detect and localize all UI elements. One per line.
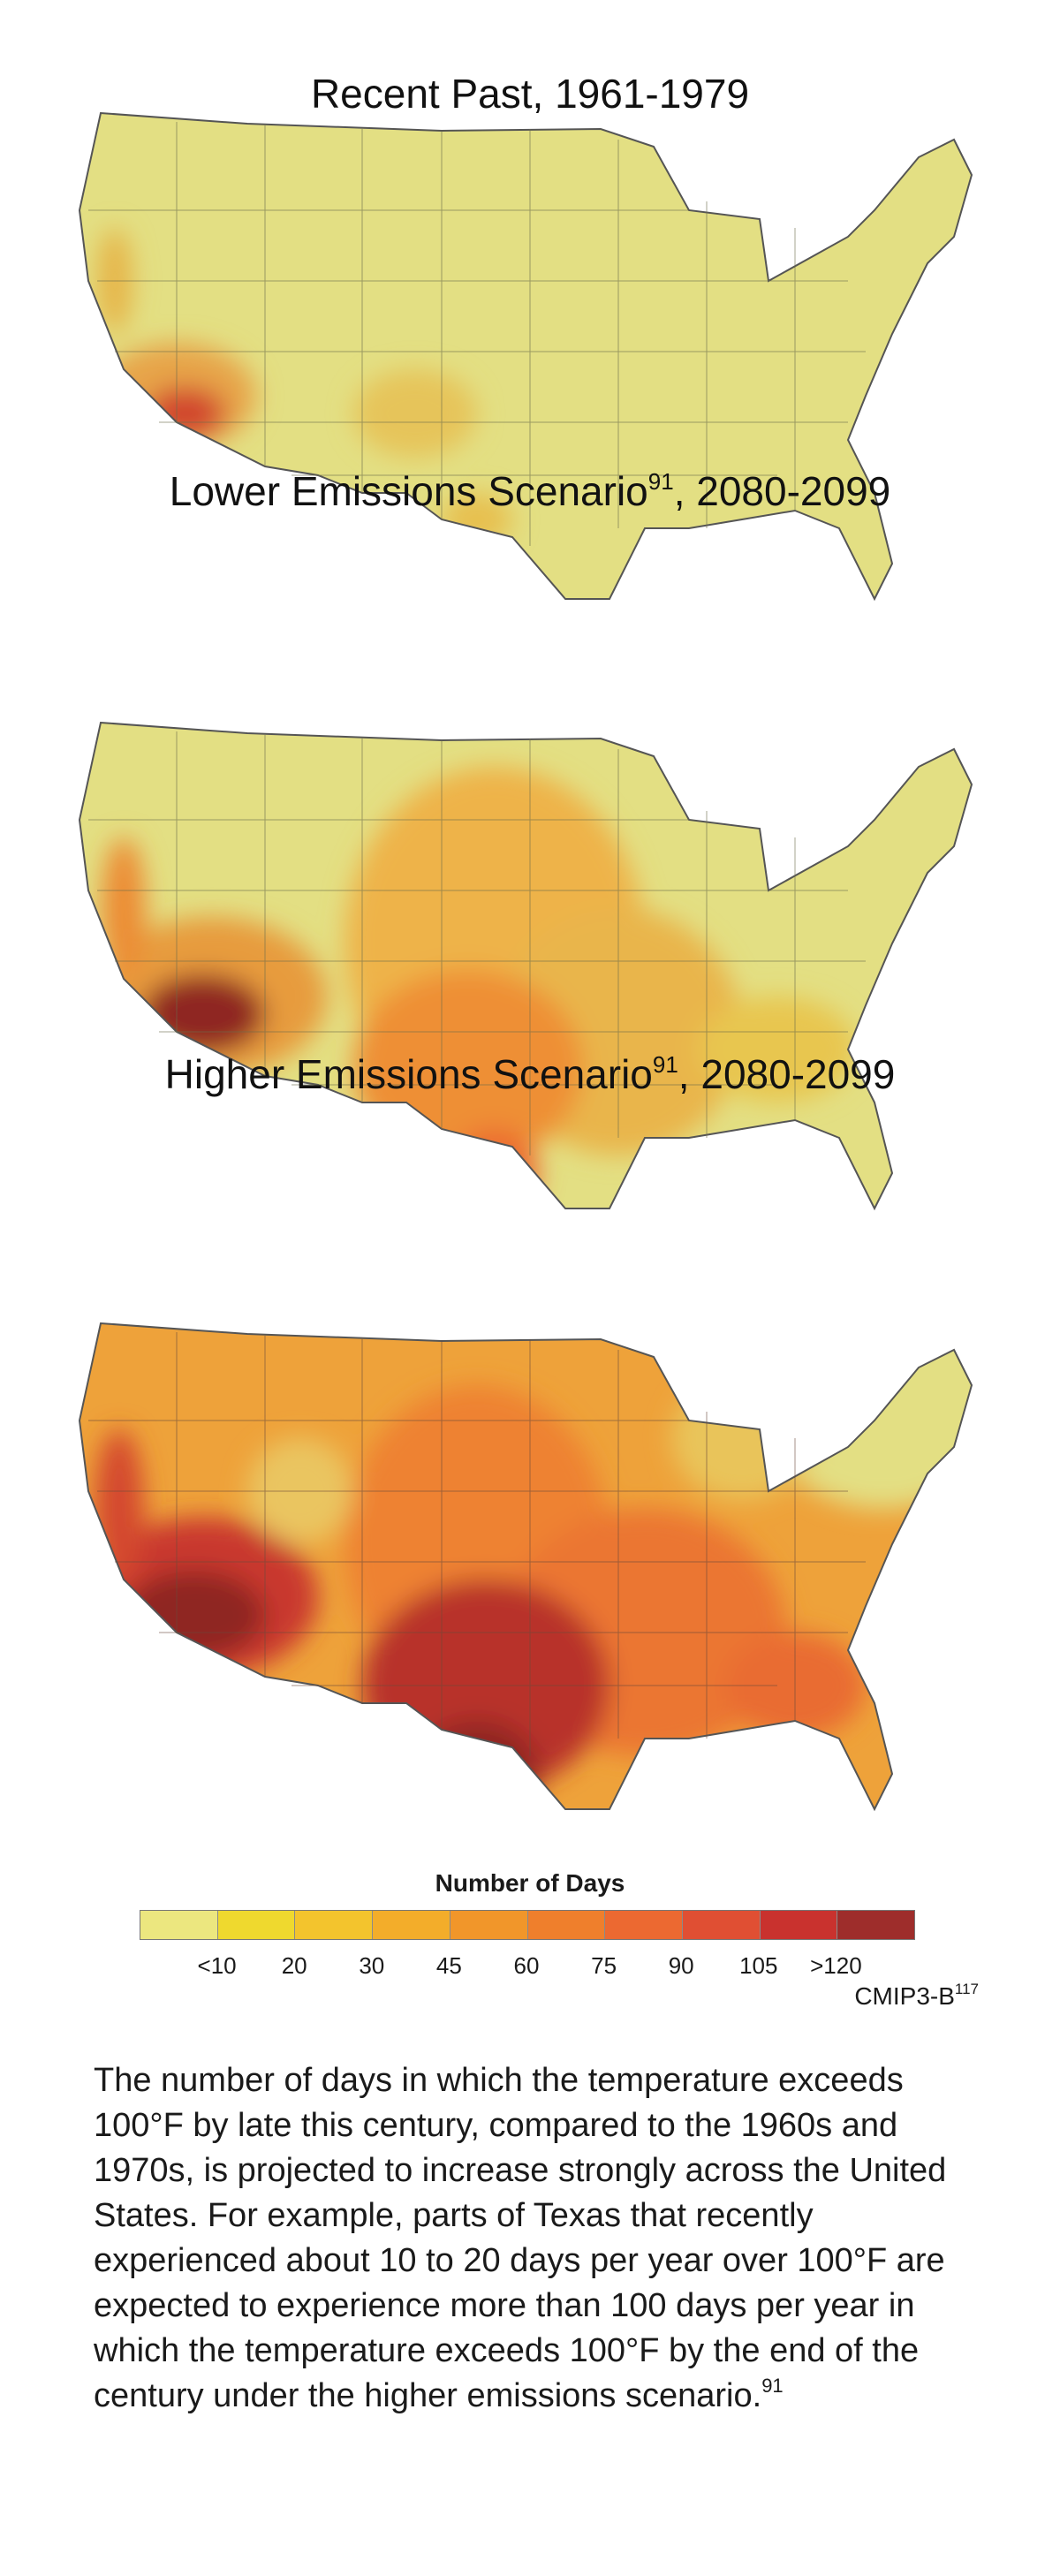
legend-tick-label: 75 (591, 1952, 617, 1979)
legend-tick-label: >120 (810, 1952, 862, 1979)
map-higher-svg (79, 1322, 973, 1810)
source-label-text: CMIP3-B (854, 1982, 955, 2010)
caption-ref: 91 (761, 2375, 784, 2397)
source-ref: 117 (954, 1981, 979, 1997)
legend-tick-label: 90 (668, 1952, 694, 1979)
legend-swatch (217, 1911, 296, 1939)
legend-swatch (373, 1911, 450, 1939)
hot-spot-southwest-core (124, 1571, 265, 1659)
map-lower-state-lines (88, 731, 866, 1155)
source-label: CMIP3-B117 (854, 1981, 979, 2011)
map-recent-state-lines (88, 122, 866, 546)
map-title-higher: Higher Emissions Scenario91, 2080-2099 (0, 1049, 1060, 1099)
map-title-higher-suffix: , 2080-2099 (678, 1051, 896, 1097)
legend-swatch (605, 1911, 683, 1939)
legend-swatch (682, 1911, 761, 1939)
map-lower-emissions (71, 714, 989, 1261)
hot-spot-central-valley (95, 1429, 144, 1588)
legend-tick-label: 30 (359, 1952, 385, 1979)
legend-title: Number of Days (435, 1869, 625, 1897)
legend-swatch (837, 1911, 915, 1939)
legend-swatch (140, 1911, 218, 1939)
map-title-lower-text: Lower Emissions Scenario (169, 468, 648, 514)
legend-tick-label: 60 (513, 1952, 540, 1979)
cool-spot-great-lakes (671, 1376, 813, 1500)
map-recent-svg (79, 112, 973, 600)
map-lower-svg (79, 722, 973, 1209)
map-title-lower: Lower Emissions Scenario91, 2080-2099 (0, 466, 1060, 516)
map-higher-emissions (71, 1315, 989, 1862)
map-title-recent-text: Recent Past, 1961-1979 (310, 71, 750, 117)
legend-tick-label: 105 (739, 1952, 778, 1979)
map-title-lower-suffix: , 2080-2099 (673, 468, 891, 514)
map-recent-past (71, 104, 989, 652)
hot-spot-central-valley (102, 837, 146, 979)
map-title-higher-text: Higher Emissions Scenario (164, 1051, 653, 1097)
legend: Number of Days <10 20 30 45 60 75 90 105 >120 (0, 1869, 1060, 2011)
map-higher-state-lines (88, 1332, 866, 1756)
map-title-recent: Recent Past, 1961-1979 (0, 69, 1060, 118)
map-title-lower-ref: 91 (647, 468, 674, 495)
legend-tick-label: 45 (435, 1952, 462, 1979)
caption-text: The number of days in which the temperat… (94, 2062, 947, 2414)
hot-spot-west-texas (353, 369, 477, 458)
legend-labels: <10 20 30 45 60 75 90 105 >120 (140, 1952, 913, 1982)
legend-swatch (760, 1911, 838, 1939)
hot-spot-south-texas (415, 1721, 539, 1809)
legend-swatch (295, 1911, 374, 1939)
hot-spot-southwest-core (146, 387, 225, 440)
legend-swatch (527, 1911, 606, 1939)
figure-caption: The number of days in which the temperat… (94, 2058, 986, 2419)
map-title-higher-ref: 91 (652, 1051, 678, 1078)
legend-tick-label: 20 (281, 1952, 307, 1979)
legend-swatch (450, 1911, 528, 1939)
hot-spot-southeast (698, 996, 857, 1102)
legend-color-bar (140, 1910, 915, 1940)
legend-tick-label: <10 (197, 1952, 237, 1979)
